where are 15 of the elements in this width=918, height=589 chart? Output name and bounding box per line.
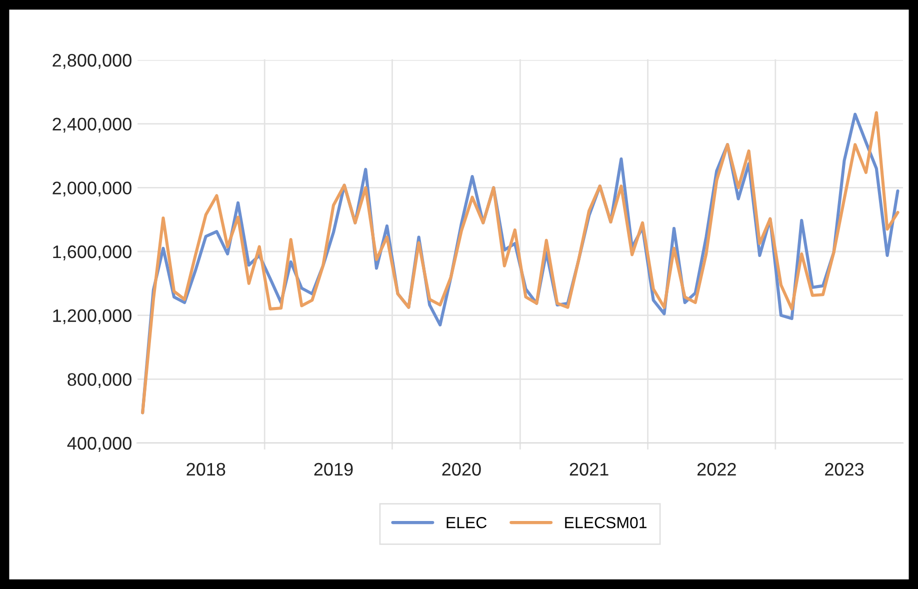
y-tick-label: 800,000 <box>68 373 132 388</box>
y-tick-label: 2,000,000 <box>52 182 132 197</box>
legend-label: ELEC <box>446 516 487 528</box>
legend-label: ELECSM01 <box>565 516 646 528</box>
x-tick-label: 2018 <box>186 462 226 476</box>
y-tick-label: 400,000 <box>67 436 132 452</box>
x-tick-label: 2023 <box>825 462 864 476</box>
y-tick-label: 1,600,000 <box>53 245 132 260</box>
x-tick-label: 2020 <box>442 462 481 476</box>
x-tick-label: 2021 <box>570 462 608 476</box>
y-tick-label: 2,800,000 <box>52 54 132 69</box>
x-tick-label: 2019 <box>314 462 353 476</box>
y-tick-label: 2,400,000 <box>52 118 132 133</box>
y-tick-label: 1,200,000 <box>53 309 132 324</box>
x-tick-label: 2022 <box>697 462 736 476</box>
